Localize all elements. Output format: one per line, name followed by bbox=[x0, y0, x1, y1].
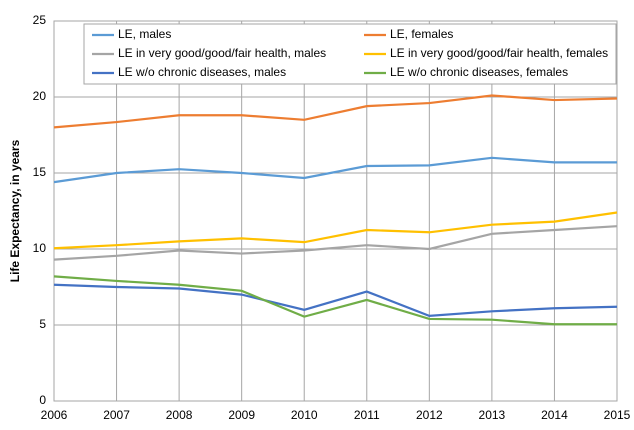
x-tick-label: 2008 bbox=[166, 408, 193, 422]
x-tick-label: 2011 bbox=[354, 408, 380, 422]
series-line bbox=[53, 225, 618, 261]
plot-border bbox=[53, 20, 618, 402]
y-axis-label: Life Expectancy, in years bbox=[8, 139, 22, 282]
x-tick-label: 2006 bbox=[41, 408, 68, 422]
y-tick-label: 20 bbox=[33, 89, 47, 103]
y-tick-label: 10 bbox=[33, 241, 47, 255]
x-tick-label: 2013 bbox=[479, 408, 506, 422]
series-line bbox=[53, 94, 618, 129]
series-line bbox=[53, 275, 617, 326]
x-tick-label: 2007 bbox=[103, 408, 130, 422]
legend-label: LE, females bbox=[390, 27, 453, 41]
legend-label: LE in very good/good/fair health, female… bbox=[390, 46, 608, 60]
legend-label: LE in very good/good/fair health, males bbox=[118, 46, 326, 60]
legend-label: LE, males bbox=[118, 27, 171, 41]
legend-label: LE w/o chronic diseases, females bbox=[390, 65, 568, 79]
x-tick-label: 2009 bbox=[228, 408, 255, 422]
legend-box bbox=[83, 23, 617, 85]
legend-label: LE w/o chronic diseases, males bbox=[118, 65, 286, 79]
y-tick-label: 15 bbox=[33, 165, 47, 179]
y-tick-label: 5 bbox=[39, 317, 46, 331]
series-line bbox=[53, 156, 617, 184]
x-tick-label: 2012 bbox=[416, 408, 443, 422]
x-tick-label: 2014 bbox=[541, 408, 568, 422]
x-tick-label: 2010 bbox=[291, 408, 318, 422]
series-line bbox=[53, 283, 618, 317]
series-line bbox=[53, 211, 618, 250]
x-tick-label: 2015 bbox=[604, 408, 631, 422]
y-tick-label: 0 bbox=[39, 393, 46, 407]
y-tick-label: 25 bbox=[33, 13, 47, 27]
